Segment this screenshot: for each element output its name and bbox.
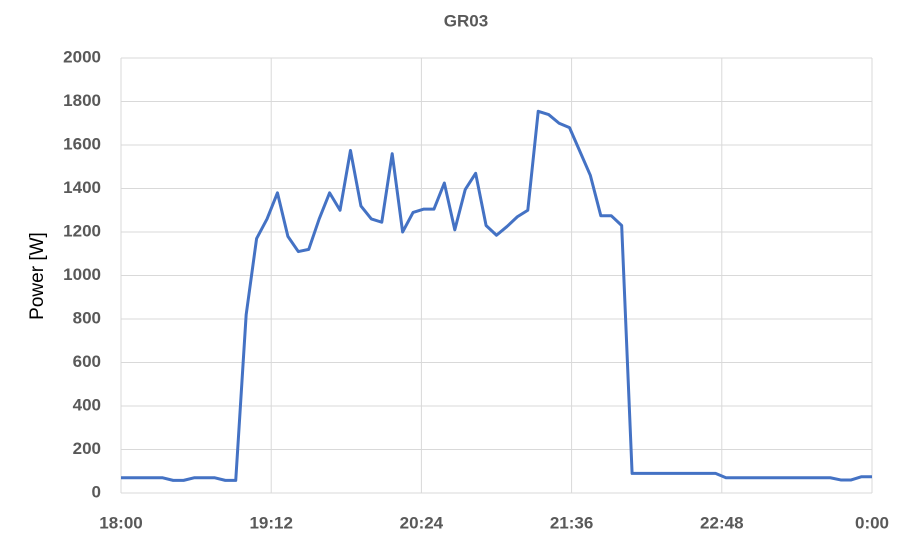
y-tick-label: 1600 (63, 134, 101, 153)
chart-title: GR03 (444, 11, 488, 30)
y-tick-label: 600 (73, 352, 101, 371)
y-tick-label: 200 (73, 439, 101, 458)
y-tick-label: 2000 (63, 47, 101, 66)
y-tick-label: 800 (73, 308, 101, 327)
data-line (121, 109, 872, 482)
x-tick-label: 21:36 (550, 513, 593, 532)
x-tick-label: 20:24 (400, 513, 444, 532)
y-tick-label: 1000 (63, 265, 101, 284)
x-tick-label: 19:12 (249, 513, 292, 532)
x-tick-label: 22:48 (700, 513, 743, 532)
x-tick-label: 0:00 (855, 513, 889, 532)
y-tick-label: 400 (73, 395, 101, 414)
y-tick-label: 1800 (63, 91, 101, 110)
y-tick-label: 1200 (63, 221, 101, 240)
y-tick-label: 1400 (63, 178, 101, 197)
y-tick-label: 0 (92, 482, 101, 501)
y-axis-label: Power [W] (27, 232, 48, 320)
x-tick-label: 18:00 (99, 513, 142, 532)
